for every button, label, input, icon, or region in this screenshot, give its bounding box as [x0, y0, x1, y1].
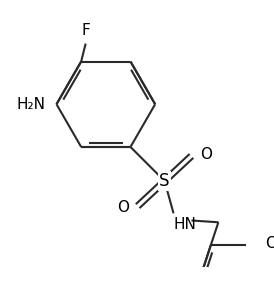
Text: S: S — [159, 172, 170, 190]
Text: F: F — [81, 23, 90, 38]
Text: HN: HN — [173, 217, 196, 232]
Text: O: O — [201, 147, 212, 162]
Text: O: O — [266, 236, 274, 251]
Text: H₂N: H₂N — [17, 97, 46, 112]
Text: O: O — [117, 201, 129, 215]
